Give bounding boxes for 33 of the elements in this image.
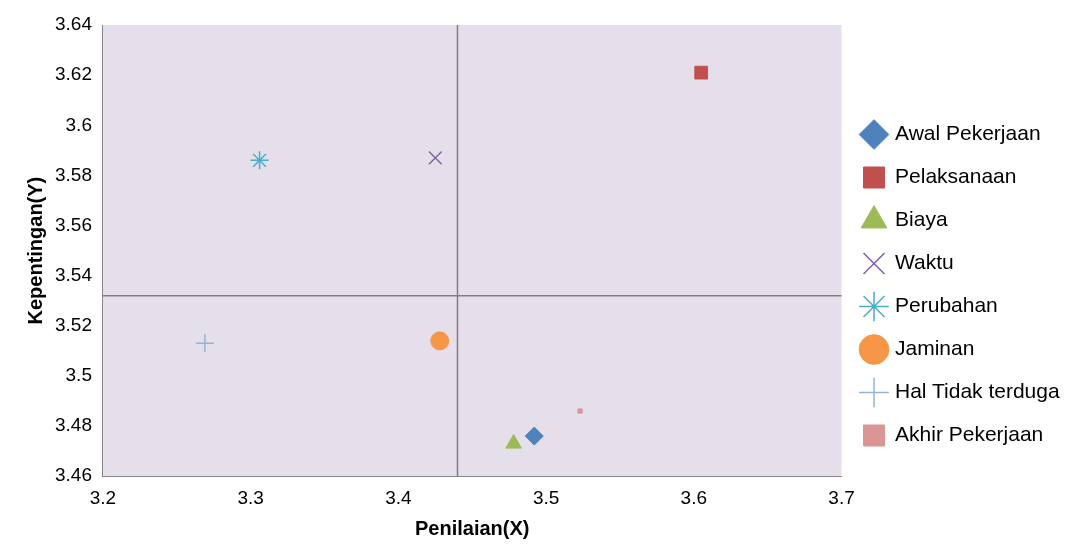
x-tick-label: 3.4 (385, 486, 413, 508)
x-tick-label: 3.2 (89, 486, 117, 508)
y-tick-label: 3.54 (55, 263, 93, 285)
legend-label: Awal Pekerjaan (895, 121, 1041, 145)
point (694, 65, 709, 80)
y-tick-label: 3.6 (65, 113, 92, 135)
point (524, 426, 544, 446)
point (249, 150, 270, 171)
y-tick-label: 3.5 (65, 364, 92, 386)
legend-label: Akhir Pekerjaan (895, 422, 1044, 446)
legend-label: Perubahan (895, 293, 998, 317)
point (430, 331, 450, 351)
legend-label: Hal Tidak terduga (895, 379, 1060, 403)
x-tick-label: 3.7 (828, 486, 855, 508)
legend-label: Waktu (895, 250, 954, 274)
point (577, 408, 583, 414)
y-tick-label: 3.56 (55, 213, 92, 235)
y-axis-title: Kepentingan(Y) (23, 176, 46, 325)
y-tick-label: 3.62 (55, 63, 92, 85)
x-tick-label: 3.5 (532, 486, 560, 508)
legend-label: Pelaksanaan (895, 164, 1017, 188)
y-tick-label: 3.58 (55, 163, 92, 185)
legend-label: Biaya (895, 207, 948, 231)
point (195, 333, 215, 354)
x-axis-title: Penilaian(X) (415, 516, 530, 539)
y-tick-label: 3.46 (55, 464, 92, 486)
x-tick-label: 3.6 (680, 486, 708, 508)
x-tick-label: 3.3 (237, 486, 264, 508)
legend-label: Jaminan (895, 336, 975, 360)
point (428, 150, 443, 165)
y-tick-label: 3.64 (55, 13, 93, 35)
y-tick-label: 3.48 (55, 414, 92, 436)
y-tick-label: 3.52 (55, 314, 92, 336)
